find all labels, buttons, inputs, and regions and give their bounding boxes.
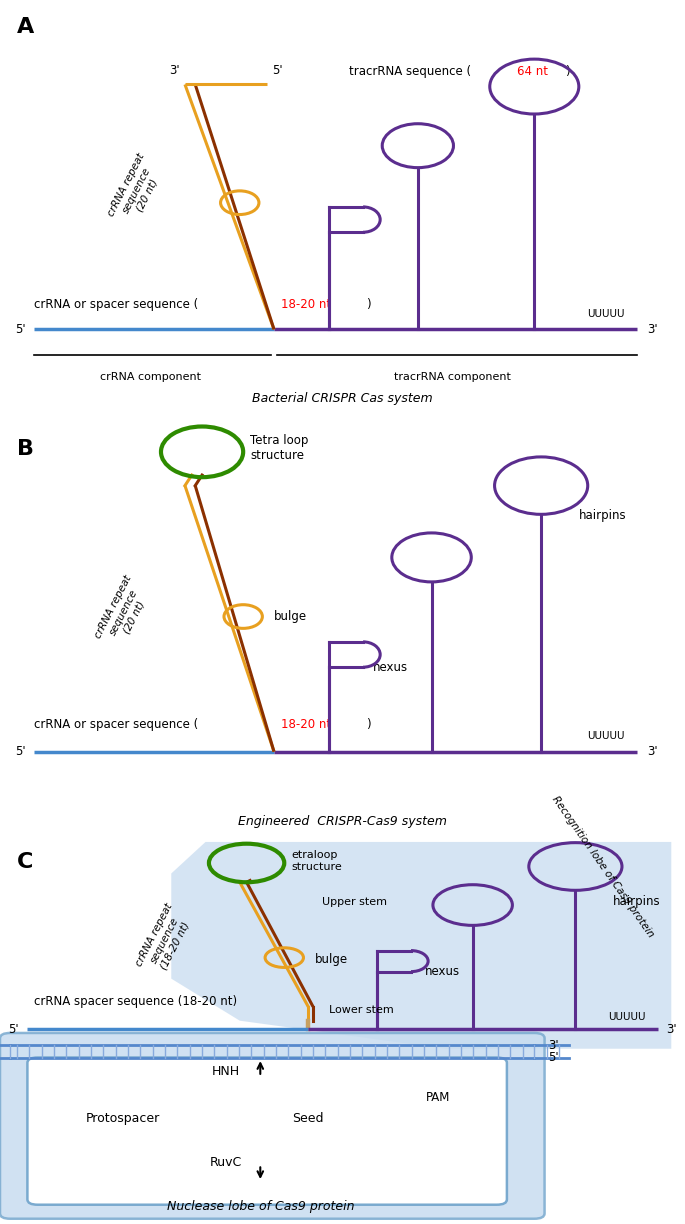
Text: ): ) bbox=[366, 717, 371, 731]
Text: crRNA or spacer sequence (: crRNA or spacer sequence ( bbox=[34, 717, 199, 731]
Text: 18-20 nt: 18-20 nt bbox=[281, 717, 331, 731]
Text: B: B bbox=[17, 439, 34, 459]
Text: Bacterial CRISPR Cas system: Bacterial CRISPR Cas system bbox=[252, 393, 433, 405]
Text: tracrRNA sequence (: tracrRNA sequence ( bbox=[349, 65, 471, 78]
Text: 3': 3' bbox=[548, 1039, 559, 1051]
Text: crRNA component: crRNA component bbox=[100, 372, 201, 382]
Text: bulge: bulge bbox=[274, 610, 307, 623]
Text: hairpins: hairpins bbox=[579, 509, 627, 521]
Text: UUUUU: UUUUU bbox=[588, 308, 625, 318]
Text: tracrRNA component: tracrRNA component bbox=[394, 372, 510, 382]
Text: Tetra loop
structure: Tetra loop structure bbox=[250, 433, 308, 461]
Text: Lower stem: Lower stem bbox=[329, 1005, 394, 1015]
Text: 5': 5' bbox=[15, 323, 26, 335]
Text: A: A bbox=[17, 17, 34, 37]
Text: crRNA or spacer sequence (: crRNA or spacer sequence ( bbox=[34, 297, 199, 311]
Text: Nuclease lobe of Cas9 protein: Nuclease lobe of Cas9 protein bbox=[166, 1200, 354, 1213]
Text: Recognition lobe of Cas9 protein: Recognition lobe of Cas9 protein bbox=[550, 794, 656, 939]
FancyBboxPatch shape bbox=[0, 1033, 545, 1219]
Text: Engineered  CRISPR-Cas9 system: Engineered CRISPR-Cas9 system bbox=[238, 815, 447, 827]
Text: bulge: bulge bbox=[315, 952, 348, 966]
Text: 3': 3' bbox=[666, 1023, 677, 1036]
Text: crRNA repeat
sequence
(20 nt): crRNA repeat sequence (20 nt) bbox=[92, 574, 154, 651]
Text: Protospacer: Protospacer bbox=[86, 1113, 160, 1125]
Text: nexus: nexus bbox=[373, 661, 408, 673]
Text: ): ) bbox=[366, 297, 371, 311]
Text: etraloop
structure: etraloop structure bbox=[291, 851, 342, 871]
Text: 3': 3' bbox=[169, 64, 180, 77]
Text: 64 nt: 64 nt bbox=[517, 65, 548, 78]
Text: 3': 3' bbox=[647, 745, 658, 758]
Text: crRNA repeat
sequence
(18-20 nt): crRNA repeat sequence (18-20 nt) bbox=[134, 902, 195, 978]
Polygon shape bbox=[171, 842, 671, 1049]
Text: nexus: nexus bbox=[425, 966, 460, 978]
Text: 18-20 nt: 18-20 nt bbox=[281, 297, 331, 311]
Text: 5': 5' bbox=[15, 745, 26, 758]
Text: ): ) bbox=[565, 65, 570, 78]
Text: Upper stem: Upper stem bbox=[322, 896, 387, 907]
Text: UUUUU: UUUUU bbox=[588, 731, 625, 741]
Text: 3': 3' bbox=[647, 323, 658, 335]
Text: C: C bbox=[17, 852, 34, 873]
Text: 5': 5' bbox=[8, 1023, 19, 1036]
Text: crRNA spacer sequence (18-20 nt): crRNA spacer sequence (18-20 nt) bbox=[34, 995, 238, 1007]
Text: PAM: PAM bbox=[426, 1092, 451, 1104]
Text: HNH: HNH bbox=[212, 1065, 240, 1078]
Text: Seed: Seed bbox=[292, 1113, 324, 1125]
Text: RuvC: RuvC bbox=[210, 1157, 242, 1169]
Text: UUUUU: UUUUU bbox=[608, 1012, 645, 1022]
Text: hairpins: hairpins bbox=[613, 895, 661, 908]
Text: 5': 5' bbox=[548, 1051, 559, 1064]
FancyBboxPatch shape bbox=[27, 1058, 507, 1204]
Text: 5': 5' bbox=[272, 64, 283, 77]
Text: crRNA repeat
sequence
(20 nt): crRNA repeat sequence (20 nt) bbox=[106, 152, 168, 229]
